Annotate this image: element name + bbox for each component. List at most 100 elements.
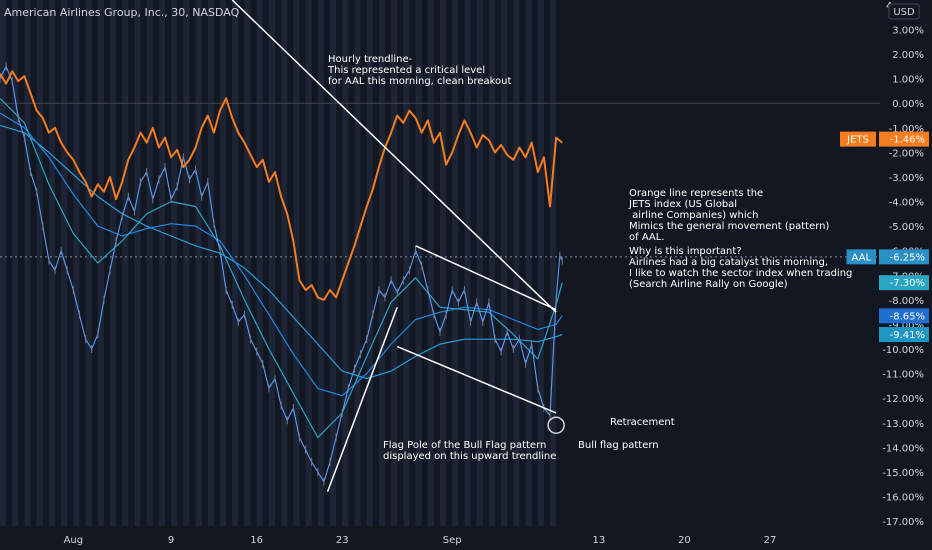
flag-upper-line[interactable] xyxy=(415,245,557,311)
price-tag-value-box xyxy=(879,275,929,291)
session-band xyxy=(207,0,214,526)
currency-badge[interactable] xyxy=(888,3,920,20)
session-band xyxy=(488,0,495,526)
annotation-jets-line-8: Airlines had a big catalyst this morning… xyxy=(629,257,828,268)
session-band xyxy=(268,0,275,526)
annotation-flag-pole[interactable]: Flag Pole of the Bull Flag pattern displ… xyxy=(383,440,556,462)
price-tag-value: -1.46% xyxy=(890,135,925,146)
annotation-jets-line-5: of AAL. xyxy=(629,232,665,243)
session-band xyxy=(171,0,178,526)
annotation-jets-line-9: I like to watch the sector index when tr… xyxy=(629,268,852,279)
price-tag-value-box xyxy=(879,327,929,343)
hourly-trendline[interactable] xyxy=(231,0,557,313)
price-tag-value-box xyxy=(879,131,929,147)
session-band xyxy=(281,0,288,526)
annotation-flag-pole-line-1: Flag Pole of the Bull Flag pattern xyxy=(383,440,546,451)
price-tags[interactable]: JETS -1.46% AAL -6.25% -7.30% -8.65% -9.41% xyxy=(840,131,930,343)
session-band xyxy=(183,0,190,526)
y-tick-label: -3.00% xyxy=(889,173,924,184)
price-tag-label-box xyxy=(846,249,876,265)
price-tag-ma-2[interactable]: -8.65% xyxy=(879,308,929,324)
annotation-hourly-line-2: This represented a critical level xyxy=(327,65,485,76)
session-band xyxy=(12,0,19,526)
session-band xyxy=(85,0,92,526)
price-tag-value: -6.25% xyxy=(890,252,925,263)
series-aal[interactable] xyxy=(0,62,563,486)
session-band xyxy=(122,0,129,526)
y-tick-label: -11.00% xyxy=(882,370,924,381)
y-tick-label: 1.00% xyxy=(892,75,924,86)
session-band xyxy=(525,0,532,526)
session-band xyxy=(256,0,263,526)
y-tick-label: -14.00% xyxy=(882,443,924,454)
price-tag-label: JETS xyxy=(846,135,869,146)
annotation-hourly-line-1: Hourly trendline- xyxy=(328,54,413,65)
chart-title: American Airlines Group, Inc., 30, NASDA… xyxy=(4,6,240,19)
price-tag-value-box xyxy=(879,249,929,265)
series-layer xyxy=(0,62,563,486)
session-band xyxy=(110,0,117,526)
y-tick-label: -1.00% xyxy=(889,124,924,135)
session-band xyxy=(440,0,447,526)
y-tick-label: -15.00% xyxy=(882,468,924,479)
series-jets[interactable] xyxy=(0,70,563,301)
price-tag-jets[interactable]: JETS -1.46% xyxy=(840,131,929,147)
session-band xyxy=(24,0,31,526)
series-line xyxy=(0,65,563,483)
annotation-jets-note[interactable]: Orange line represents the JETS index (U… xyxy=(628,188,852,290)
price-tag-ma-1[interactable]: -7.30% xyxy=(879,275,929,291)
series-line xyxy=(0,112,563,397)
currency-label: USD xyxy=(893,7,915,18)
session-band xyxy=(452,0,459,526)
session-band xyxy=(476,0,483,526)
series-ma-1[interactable] xyxy=(0,97,563,439)
y-tick-label: -12.00% xyxy=(882,394,924,405)
series-ma-3[interactable] xyxy=(0,124,563,380)
session-band xyxy=(537,0,544,526)
session-band xyxy=(391,0,398,526)
annotation-hourly[interactable]: Hourly trendline- This represented a cri… xyxy=(327,54,512,87)
annotation-retracement[interactable]: Retracement xyxy=(610,417,675,428)
x-tick-label: 27 xyxy=(764,535,777,546)
session-band xyxy=(134,0,141,526)
session-band xyxy=(330,0,337,526)
series-line xyxy=(0,70,563,301)
time-axis[interactable]: Aug 9 16 23 Sep 13 20 27 xyxy=(0,526,932,550)
price-tag-aal[interactable]: AAL -6.25% xyxy=(846,249,930,265)
price-tag-label: AAL xyxy=(851,252,871,263)
y-tick-label: 3.00% xyxy=(892,25,924,36)
x-tick-label: Sep xyxy=(443,535,462,546)
series-ma-2[interactable] xyxy=(0,112,563,397)
annotation-jets-line-7: Why is this important? xyxy=(629,246,742,257)
y-tick-label: -16.00% xyxy=(882,493,924,504)
x-tick-label: 23 xyxy=(336,535,349,546)
flag-lower-line[interactable] xyxy=(396,345,557,414)
session-band xyxy=(317,0,324,526)
annotation-jets-line-10: (Search Airline Rally on Google) xyxy=(629,279,788,290)
y-tick-label: -9.00% xyxy=(889,320,924,331)
session-band xyxy=(158,0,165,526)
y-tick-label: 2.00% xyxy=(892,50,924,61)
trendline-layer[interactable] xyxy=(231,0,557,492)
y-tick-label: -10.00% xyxy=(882,345,924,356)
session-band xyxy=(366,0,373,526)
series-line xyxy=(0,97,563,439)
y-tick-label: -17.00% xyxy=(882,517,924,528)
annotation-jets-line-4: Mimics the general movement (pattern) xyxy=(629,221,829,232)
y-tick-label: -4.00% xyxy=(889,198,924,209)
session-band xyxy=(0,0,7,526)
session-band xyxy=(427,0,434,526)
price-tag-label-box xyxy=(840,131,876,147)
session-band xyxy=(513,0,520,526)
session-band xyxy=(97,0,104,526)
session-band xyxy=(342,0,349,526)
annotation-jets-line-3: airline Companies) which xyxy=(629,210,758,221)
annotation-jets-line-1: Orange line represents the xyxy=(629,188,763,199)
flag-pole-trendline[interactable] xyxy=(326,306,398,492)
x-tick-label: 13 xyxy=(593,535,606,546)
session-band xyxy=(354,0,361,526)
price-tag-ma-3[interactable]: -9.41% xyxy=(879,327,929,343)
annotation-bull-flag[interactable]: Bull flag pattern xyxy=(578,440,659,451)
retracement-marker[interactable] xyxy=(547,416,565,434)
